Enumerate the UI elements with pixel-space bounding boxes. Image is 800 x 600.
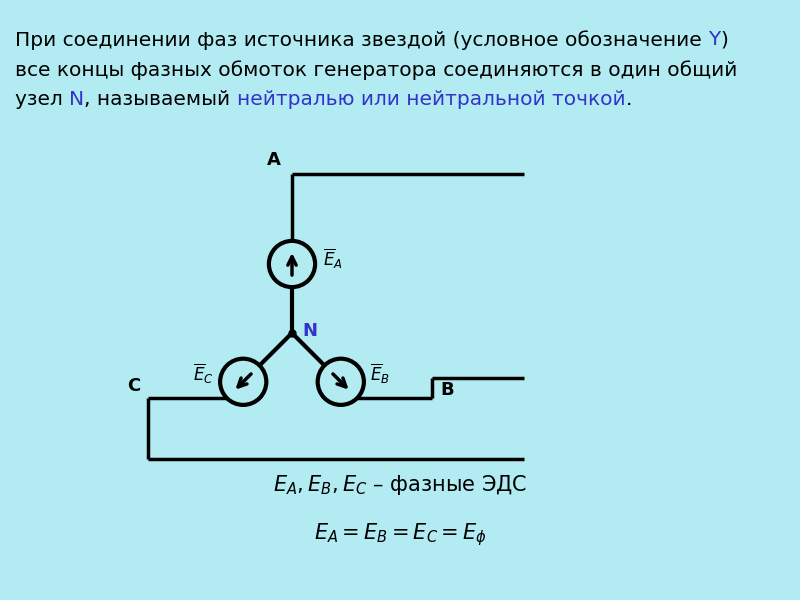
Text: все концы фазных обмоток генератора соединяются в один общий: все концы фазных обмоток генератора соед… xyxy=(15,60,738,80)
Text: При соединении фаз источника звездой (условное обозначение: При соединении фаз источника звездой (ус… xyxy=(15,30,708,50)
Text: .: . xyxy=(626,90,632,109)
Text: ): ) xyxy=(720,30,728,49)
Text: $\overline{E}_C$: $\overline{E}_C$ xyxy=(194,362,214,386)
Text: N: N xyxy=(302,322,317,340)
Text: узел: узел xyxy=(15,90,69,109)
Text: $\overline{E}_A$: $\overline{E}_A$ xyxy=(323,247,343,271)
Text: C: C xyxy=(126,377,140,395)
Text: нейтралью или нейтральной точкой: нейтралью или нейтральной точкой xyxy=(237,90,626,109)
Text: Y: Y xyxy=(708,30,720,49)
Text: $\overline{E}_B$: $\overline{E}_B$ xyxy=(370,362,390,386)
Text: A: A xyxy=(267,151,281,169)
Text: N: N xyxy=(69,90,84,109)
Text: , называемый: , называемый xyxy=(84,90,237,109)
Text: $E_A,E_B,E_C$ – фазные ЭДС: $E_A,E_B,E_C$ – фазные ЭДС xyxy=(273,473,527,497)
Text: $E_A{=}E_B{=}E_C{=}E_\phi$: $E_A{=}E_B{=}E_C{=}E_\phi$ xyxy=(314,521,486,548)
Text: B: B xyxy=(440,381,454,399)
